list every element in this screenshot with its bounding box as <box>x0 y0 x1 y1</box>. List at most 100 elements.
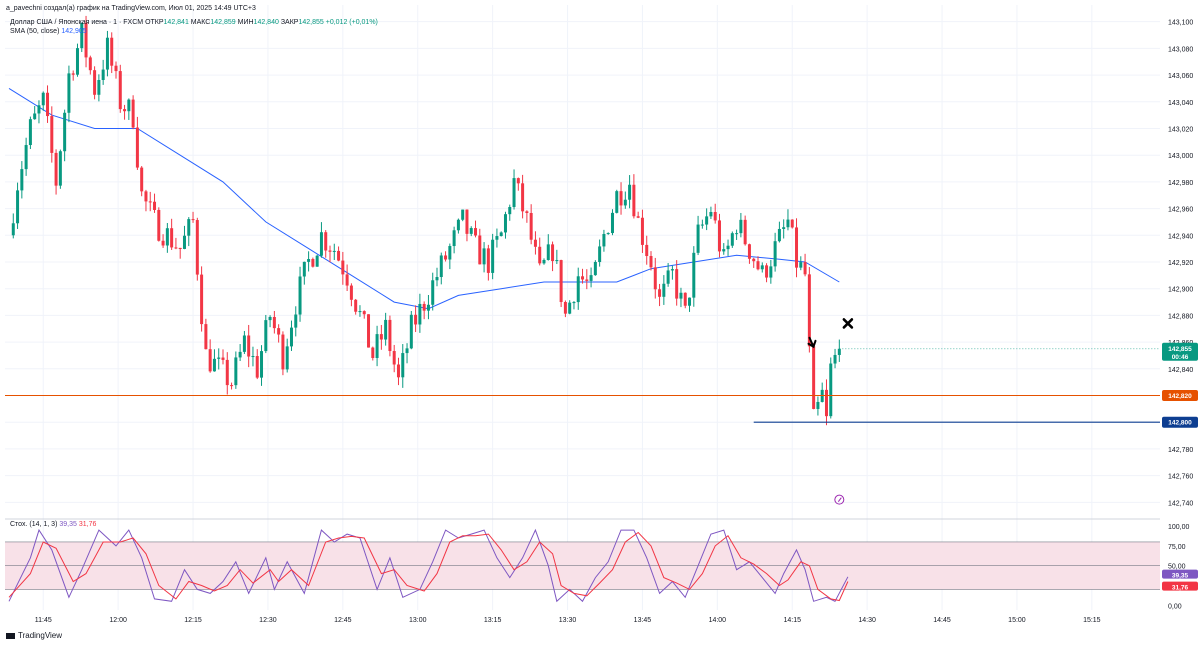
annotations[interactable] <box>807 318 854 505</box>
candle-body <box>328 250 332 252</box>
candle-body <box>148 201 152 203</box>
candle-body <box>568 302 572 314</box>
candle-body <box>435 277 439 281</box>
candle-body <box>182 235 186 249</box>
time-tick-label: 14:00 <box>709 617 727 624</box>
candle-body <box>307 259 311 262</box>
candlestick-series[interactable] <box>11 15 841 426</box>
stoch-k-badge <box>1162 569 1198 579</box>
price-tick-label: 143,040 <box>1168 100 1193 107</box>
time-tick-label: 11:45 <box>35 617 52 624</box>
candle-body <box>131 99 135 128</box>
candle-body <box>289 327 293 347</box>
price-tick-label: 142,760 <box>1168 474 1193 481</box>
candle-body <box>585 279 589 281</box>
candle-body <box>542 259 546 264</box>
time-tick-label: 13:30 <box>559 617 577 624</box>
candle-body <box>503 214 507 233</box>
candle-body <box>341 260 345 275</box>
candle-body <box>58 151 62 186</box>
sma-line <box>8 87 840 310</box>
price-tick-label: 142,900 <box>1168 287 1193 294</box>
candle-body <box>97 79 101 95</box>
blue-level-badge <box>1162 416 1198 428</box>
candle-body <box>165 228 169 246</box>
candle-body <box>294 314 298 328</box>
candle-body <box>782 227 786 229</box>
candle-body <box>837 348 841 355</box>
candle-body <box>135 127 139 168</box>
candle-body <box>589 275 593 281</box>
candle-body <box>204 324 208 350</box>
candle-body <box>362 311 366 315</box>
candle-body <box>572 302 576 304</box>
candle-body <box>268 316 272 321</box>
sma-label: SMA (50, close) <box>10 28 60 35</box>
candle-body <box>752 258 756 262</box>
stoch-tick-label: 75,00 <box>1168 544 1186 551</box>
candle-body <box>807 274 811 347</box>
stoch-legend[interactable]: Стох. (14, 1, 3) 39,35 31,76 <box>10 520 96 529</box>
candle-body <box>486 248 490 273</box>
candle-body <box>28 119 32 146</box>
candle-body <box>469 228 473 234</box>
candle-body <box>628 184 632 200</box>
sma-path <box>8 87 840 310</box>
candle-body <box>610 212 614 234</box>
candle-body <box>170 228 174 248</box>
candle-body <box>551 244 555 262</box>
candle-body <box>495 236 499 240</box>
candle-body <box>123 109 127 112</box>
candle-body <box>773 241 777 267</box>
candle-body <box>448 246 452 260</box>
candle-body <box>285 346 289 370</box>
candle-body <box>426 304 430 311</box>
symbol-name[interactable]: Доллар США / Японская иена · 1 · FXCM <box>10 19 144 26</box>
candle-body <box>713 212 717 221</box>
candle-body <box>662 283 666 297</box>
tradingview-logo[interactable]: TradingView <box>6 631 62 640</box>
cross-marker-icon <box>842 318 854 329</box>
candle-body <box>324 232 328 251</box>
candle-body <box>461 209 465 220</box>
low-value: 142,840 <box>253 19 279 26</box>
candle-body <box>790 219 794 228</box>
candle-body <box>178 247 182 249</box>
candle-body <box>683 292 687 306</box>
stochastic-bands <box>5 541 1160 590</box>
candle-body <box>491 239 495 273</box>
stoch-k-badge-text: 39,35 <box>1172 573 1189 580</box>
candle-body <box>730 233 734 246</box>
candle-body <box>769 266 773 278</box>
candle-body <box>140 167 144 192</box>
candle-body <box>16 190 20 224</box>
stoch-d-badge <box>1162 581 1198 591</box>
candle-body <box>191 219 195 221</box>
candle-body <box>777 228 781 242</box>
candle-body <box>521 183 525 212</box>
candle-body <box>247 335 251 357</box>
candle-body <box>93 70 97 95</box>
candle-body <box>71 73 75 75</box>
candle-body <box>593 262 597 276</box>
candle-body <box>217 357 221 359</box>
sma-legend[interactable]: SMA (50, close) 142,905 <box>10 27 87 36</box>
time-tick-label: 13:15 <box>484 617 502 624</box>
horizontal-levels[interactable] <box>5 348 1160 423</box>
blue-level-badge-text: 142,800 <box>1168 420 1192 427</box>
open-label: ОТКР <box>145 19 164 26</box>
candle-body <box>576 276 580 303</box>
price-tick-label: 142,980 <box>1168 180 1193 187</box>
candle-body <box>212 358 216 372</box>
time-tick-label: 12:15 <box>184 617 202 624</box>
candle-body <box>401 353 405 378</box>
candle-body <box>384 319 388 340</box>
price-tick-label: 142,880 <box>1168 313 1193 320</box>
candle-body <box>277 328 281 335</box>
current-price-badge-text: 00:46 <box>1172 354 1189 361</box>
grid-lines <box>5 5 1160 610</box>
candle-body <box>833 354 837 364</box>
price-tick-label: 143,100 <box>1168 20 1193 27</box>
candle-body <box>799 262 803 268</box>
